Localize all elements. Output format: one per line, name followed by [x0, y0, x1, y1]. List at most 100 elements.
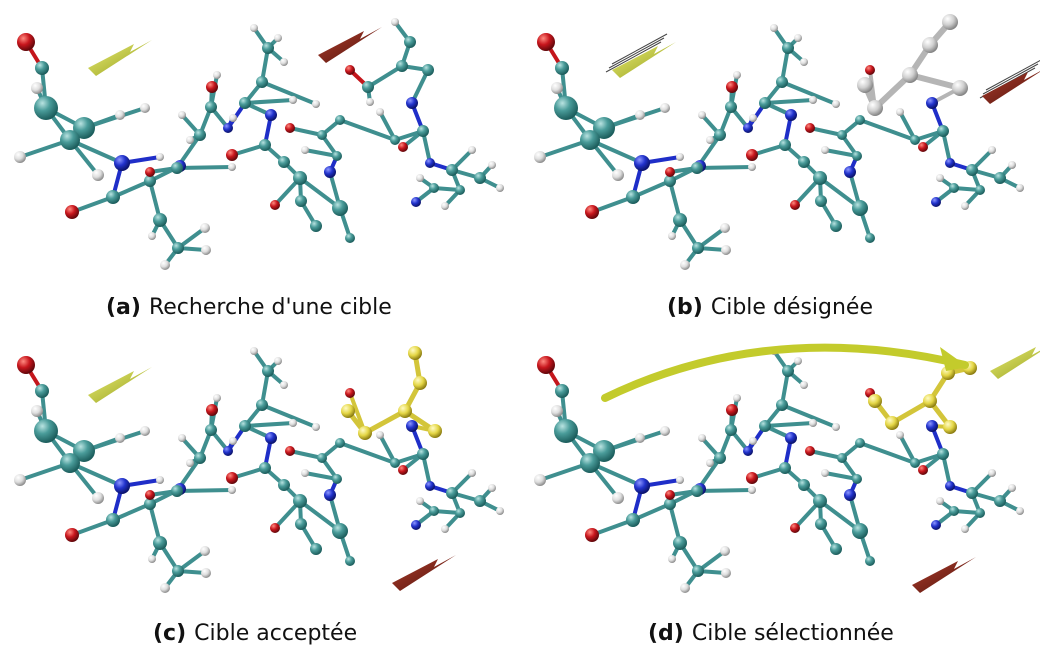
carbon-atom [474, 172, 486, 184]
nitrogen-atom [945, 158, 955, 168]
caption-b-letter: (b) [667, 295, 703, 320]
yellow-pointer-icon [88, 367, 152, 403]
carbon-atom [35, 384, 49, 398]
bond [70, 518, 115, 537]
bond [907, 72, 963, 91]
bond [298, 499, 342, 533]
caption-d-text: Cible sélectionnée [692, 621, 894, 646]
motion-line [611, 33, 668, 65]
carbon-atom [782, 42, 794, 54]
hydrogen-atom [635, 110, 645, 120]
hydrogen-atom [551, 405, 563, 417]
hydrogen-atom [468, 469, 476, 477]
carbon-atom [293, 171, 307, 185]
carbon-atom [776, 76, 788, 88]
oxygen-atom [285, 446, 295, 456]
bond [260, 403, 318, 429]
hydrogen-atom [156, 476, 164, 484]
oxygen-atom [790, 523, 800, 533]
highlighted-atom [413, 376, 427, 390]
nitrogen-atom [114, 155, 130, 171]
caption-a: (a) Recherche d'une cible [106, 295, 392, 320]
oxygen-atom [805, 123, 815, 133]
carbon-atom [332, 151, 342, 161]
hydrogen-atom [376, 431, 384, 439]
red-pointer-icon [982, 71, 1040, 104]
bond [288, 449, 324, 460]
carbon-atom [779, 139, 791, 151]
bond [818, 499, 862, 533]
carbon-atom [278, 156, 290, 168]
hydrogen-atom [961, 202, 969, 210]
highlighted-atom [885, 416, 899, 430]
motion-line [608, 37, 665, 69]
highlighted-atom [341, 404, 355, 418]
bond [872, 72, 913, 111]
carbon-atom [837, 453, 847, 463]
hydrogen-atom [698, 434, 706, 442]
hydrogen-atom [160, 583, 170, 593]
hydrogen-atom [794, 357, 802, 365]
carbon-atom [345, 556, 355, 566]
hydrogen-atom [366, 98, 374, 106]
bond [70, 195, 115, 214]
carbon-atom [580, 453, 600, 473]
carbon-atom [35, 61, 49, 75]
nitrogen-atom [406, 420, 418, 432]
hydrogen-atom [832, 100, 840, 108]
highlighted-atom [398, 404, 412, 418]
nitrogen-atom [844, 166, 856, 178]
hydrogen-atom [721, 568, 731, 578]
hydrogen-atom [148, 555, 156, 563]
bond [763, 421, 815, 428]
nitrogen-atom [785, 109, 797, 121]
hydrogen-atom [896, 431, 904, 439]
carbon-atom [317, 453, 327, 463]
carbon-atom [555, 384, 569, 398]
oxygen-atom [790, 200, 800, 210]
hydrogen-atom [551, 82, 563, 94]
bond [175, 488, 234, 493]
carbon-atom [60, 130, 80, 150]
hydrogen-atom [441, 525, 449, 533]
carbon-atom [759, 420, 771, 432]
oxygen-atom [918, 465, 928, 475]
oxygen-atom [398, 465, 408, 475]
oxygen-atom [206, 404, 218, 416]
carbon-atom [714, 452, 726, 464]
hydrogen-atom [720, 223, 730, 233]
carbon-atom [855, 115, 865, 125]
carbon-atom [759, 97, 771, 109]
bond [366, 64, 404, 89]
carbon-atom [782, 365, 794, 377]
hydrogen-atom [749, 114, 757, 122]
carbon-atom [144, 498, 156, 510]
carbon-atom [830, 543, 842, 555]
bond [362, 408, 408, 436]
highlighted-atom [943, 420, 957, 434]
red-pointer-icon [912, 557, 976, 593]
hydrogen-atom [156, 153, 164, 161]
motion-line [605, 41, 662, 73]
molecule [14, 346, 504, 593]
oxygen-atom [665, 167, 675, 177]
carbon-atom [295, 195, 307, 207]
highlighted-atom [868, 394, 882, 408]
highlighted-atom [428, 424, 442, 438]
carbon-atom [259, 139, 271, 151]
hydrogen-atom [635, 433, 645, 443]
hydrogen-atom [496, 184, 504, 192]
hydrogen-atom [676, 153, 684, 161]
oxygen-atom [537, 33, 555, 51]
hydrogen-atom [821, 469, 829, 477]
hydrogen-atom [749, 437, 757, 445]
bond [889, 398, 933, 426]
carbon-atom [310, 543, 322, 555]
caption-c-letter: (c) [153, 621, 186, 646]
bond [243, 98, 295, 105]
hydrogen-atom [186, 136, 194, 144]
nitrogen-atom [265, 432, 277, 444]
carbon-atom [798, 479, 810, 491]
carbon-atom [554, 96, 578, 120]
